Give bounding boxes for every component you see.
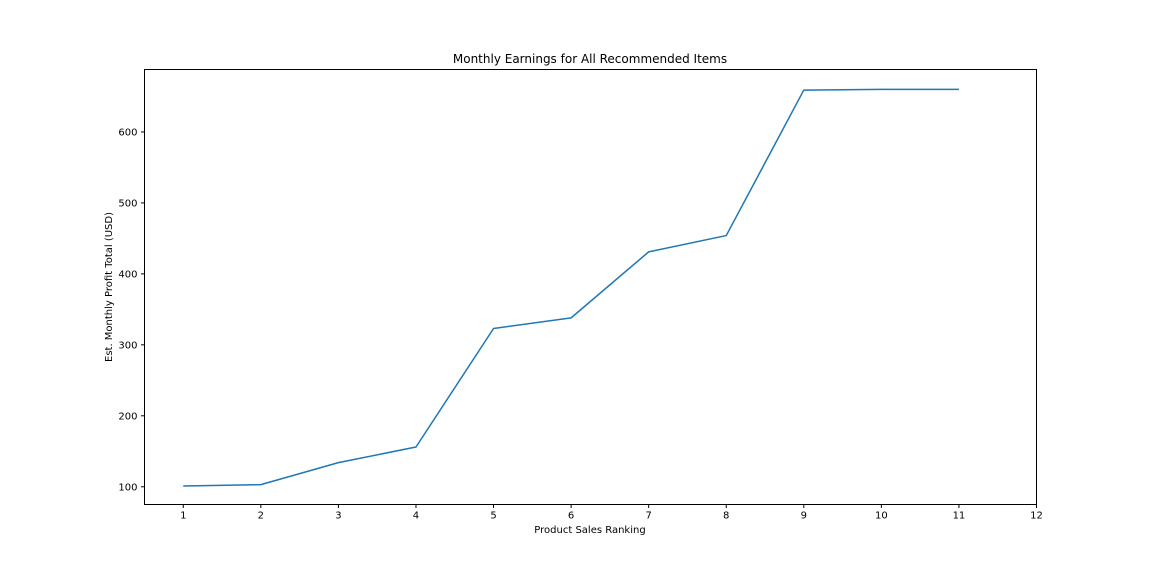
x-tick-label: 1 xyxy=(180,511,186,522)
x-tick-label: 6 xyxy=(568,511,574,522)
y-tick-label: 600 xyxy=(118,127,137,138)
y-tick-label: 200 xyxy=(118,411,137,422)
x-tick-label: 5 xyxy=(490,511,496,522)
series-layer xyxy=(183,88,959,487)
x-tick-label: 9 xyxy=(801,511,807,522)
y-tick-label: 100 xyxy=(118,482,137,493)
plot-frame xyxy=(144,69,1037,505)
x-tick-label: 11 xyxy=(953,511,966,522)
x-tick-label: 2 xyxy=(258,511,264,522)
x-tick-label: 3 xyxy=(335,511,341,522)
x-axis: 1 2 3 4 5 6 7 8 9 10 11 12 xyxy=(180,504,1043,522)
series-line xyxy=(183,88,959,487)
x-tick-label: 10 xyxy=(875,511,888,522)
chart-title: Monthly Earnings for All Recommended Ite… xyxy=(453,52,727,66)
x-tick-label: 7 xyxy=(645,511,651,522)
x-tick-label: 8 xyxy=(723,511,729,522)
y-tick-label: 500 xyxy=(118,198,137,209)
y-tick-label: 300 xyxy=(118,340,137,351)
y-axis: 100 200 300 400 500 600 xyxy=(118,127,145,493)
y-axis-label: Est. Monthly Profit Total (USD) xyxy=(104,212,115,362)
y-tick-label: 400 xyxy=(118,269,137,280)
x-tick-label: 4 xyxy=(413,511,419,522)
x-axis-label: Product Sales Ranking xyxy=(534,525,645,536)
x-tick-label: 12 xyxy=(1030,511,1043,522)
